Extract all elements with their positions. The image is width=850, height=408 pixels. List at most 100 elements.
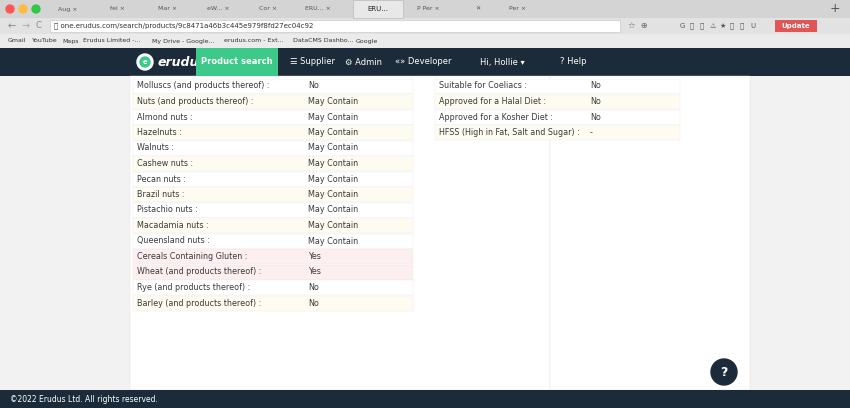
Text: No: No [590, 113, 601, 122]
Text: May Contain: May Contain [308, 221, 358, 230]
Bar [133, 264, 413, 279]
Text: Macadamia nuts :: Macadamia nuts : [137, 221, 208, 230]
Text: Approved for a Halal Diet :: Approved for a Halal Diet : [439, 97, 546, 106]
Text: Brazil nuts :: Brazil nuts : [137, 190, 184, 199]
Text: YouTube: YouTube [32, 38, 58, 44]
Text: G: G [680, 23, 685, 29]
Bar [133, 249, 413, 264]
Text: Hazelnuts :: Hazelnuts : [137, 128, 182, 137]
Bar [435, 125, 680, 140]
Text: Aug ×: Aug × [59, 7, 77, 11]
Text: Almond nuts :: Almond nuts : [137, 113, 193, 122]
Text: ☆  ⊕: ☆ ⊕ [628, 22, 648, 31]
Bar [133, 233, 413, 248]
Text: No: No [308, 82, 319, 91]
Text: Queensland nuts :: Queensland nuts : [137, 237, 210, 246]
Bar [0, 0, 850, 18]
Text: ←: ← [8, 21, 16, 31]
Circle shape [711, 359, 737, 385]
Text: No: No [308, 299, 319, 308]
Text: May Contain: May Contain [308, 113, 358, 122]
Circle shape [140, 57, 150, 67]
Bar [133, 140, 413, 155]
Text: -: - [590, 128, 592, 137]
Circle shape [137, 54, 153, 70]
Text: No: No [590, 97, 601, 106]
Text: Barley (and products thereof) :: Barley (and products thereof) : [137, 299, 261, 308]
Circle shape [32, 5, 40, 13]
Text: May Contain: May Contain [308, 144, 358, 153]
Text: ERU... ×: ERU... × [305, 7, 331, 11]
Text: Per ×: Per × [509, 7, 526, 11]
Text: Cor ×: Cor × [259, 7, 277, 11]
Bar [0, 18, 850, 34]
Text: No: No [308, 283, 319, 292]
Text: Approved for a Kosher Diet :: Approved for a Kosher Diet : [439, 113, 553, 122]
Text: Nuts (and products thereof) :: Nuts (and products thereof) : [137, 97, 253, 106]
Bar [133, 78, 413, 93]
Text: eW... ×: eW... × [207, 7, 230, 11]
Text: ✕: ✕ [475, 7, 480, 11]
Text: Erudus Limited -...: Erudus Limited -... [83, 38, 141, 44]
Bar [133, 171, 413, 186]
Text: My Drive - Google...: My Drive - Google... [152, 38, 214, 44]
Text: Suitable for Coeliacs :: Suitable for Coeliacs : [439, 82, 527, 91]
Bar [0, 34, 850, 48]
Text: erudus: erudus [158, 55, 207, 69]
Text: Google: Google [355, 38, 377, 44]
Circle shape [6, 5, 14, 13]
Bar [435, 94, 680, 109]
Bar [435, 78, 680, 93]
Circle shape [19, 5, 27, 13]
Bar [435, 109, 680, 124]
Text: «» Developer: «» Developer [395, 58, 451, 67]
Text: ? Help: ? Help [560, 58, 586, 67]
Text: Yes: Yes [308, 268, 320, 277]
Bar [130, 76, 550, 390]
Bar [0, 390, 850, 408]
Text: U: U [750, 23, 755, 29]
Text: May Contain: May Contain [308, 206, 358, 215]
Text: ERU...: ERU... [367, 6, 388, 12]
Text: HFSS (High in Fat, Salt and Sugar) :: HFSS (High in Fat, Salt and Sugar) : [439, 128, 580, 137]
Bar [133, 94, 413, 109]
Text: Molluscs (and products thereof) :: Molluscs (and products thereof) : [137, 82, 269, 91]
Text: Walnuts :: Walnuts : [137, 144, 174, 153]
Text: Maps: Maps [62, 38, 79, 44]
Bar [133, 109, 413, 124]
Text: Pistachio nuts :: Pistachio nuts : [137, 206, 198, 215]
Bar [133, 280, 413, 295]
Text: ☰ Supplier: ☰ Supplier [290, 58, 335, 67]
Text: ⚙ Admin: ⚙ Admin [345, 58, 382, 67]
Text: 🔵: 🔵 [690, 23, 694, 29]
Text: May Contain: May Contain [308, 97, 358, 106]
Text: Rye (and products thereof) :: Rye (and products thereof) : [137, 283, 250, 292]
Text: DataCMS Dashbo...: DataCMS Dashbo... [292, 38, 354, 44]
Bar [550, 76, 750, 390]
Bar [133, 295, 413, 310]
Bar [133, 125, 413, 140]
Text: Hi, Hollie ▾: Hi, Hollie ▾ [480, 58, 524, 67]
Text: 🔒 one.erudus.com/search/products/9c8471a46b3c445e979f8fd27ec04c92: 🔒 one.erudus.com/search/products/9c8471a… [54, 23, 314, 29]
Text: Gmail: Gmail [8, 38, 26, 44]
Bar [0, 76, 850, 390]
Text: ★: ★ [720, 23, 726, 29]
Text: Update: Update [782, 23, 810, 29]
Text: Pecan nuts :: Pecan nuts : [137, 175, 186, 184]
Text: May Contain: May Contain [308, 128, 358, 137]
Text: 👤: 👤 [740, 23, 745, 29]
Bar [353, 0, 403, 18]
Text: May Contain: May Contain [308, 175, 358, 184]
Bar [133, 202, 413, 217]
Text: ©2022 Erudus Ltd. All rights reserved.: ©2022 Erudus Ltd. All rights reserved. [10, 395, 158, 404]
Text: Cereals Containing Gluten :: Cereals Containing Gluten : [137, 252, 247, 261]
Text: →: → [22, 21, 30, 31]
Text: Yes: Yes [308, 252, 320, 261]
Text: 🔌: 🔌 [730, 23, 734, 29]
Bar [133, 218, 413, 233]
Text: No: No [590, 82, 601, 91]
Text: May Contain: May Contain [308, 159, 358, 168]
Text: e: e [143, 59, 147, 65]
Text: fei ×: fei × [110, 7, 126, 11]
Text: Product search: Product search [201, 58, 273, 67]
